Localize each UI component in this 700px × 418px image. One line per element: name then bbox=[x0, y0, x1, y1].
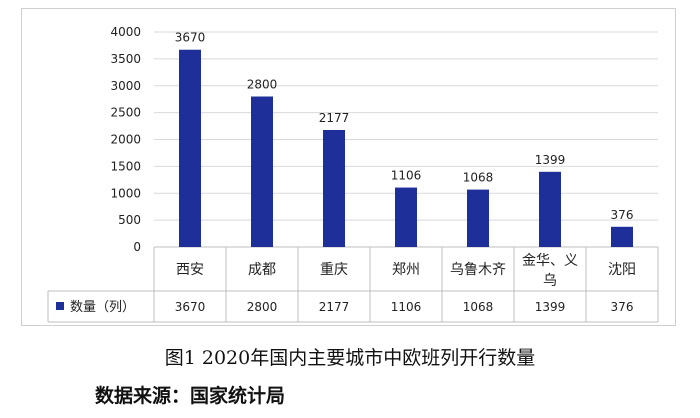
table-value: 376 bbox=[611, 300, 634, 314]
table-value: 2800 bbox=[247, 300, 278, 314]
data-label: 2800 bbox=[247, 78, 278, 92]
y-tick-label: 3500 bbox=[110, 52, 141, 66]
figure-caption: 图1 2020年国内主要城市中欧班列开行数量 bbox=[164, 347, 536, 369]
y-tick-label: 3000 bbox=[110, 79, 141, 93]
y-tick-label: 2500 bbox=[110, 106, 141, 120]
y-tick-label: 500 bbox=[118, 213, 141, 227]
y-tick-label: 4000 bbox=[110, 25, 141, 39]
data-label: 376 bbox=[611, 208, 634, 222]
x-tick-label: 乌 bbox=[543, 273, 557, 289]
bar bbox=[539, 171, 561, 247]
chart-frame bbox=[21, 8, 676, 326]
bar bbox=[395, 187, 417, 247]
bar bbox=[251, 96, 273, 247]
table-value: 1106 bbox=[391, 300, 422, 314]
data-label: 1068 bbox=[463, 171, 494, 185]
table-value: 2177 bbox=[319, 300, 350, 314]
table-value: 1068 bbox=[463, 300, 494, 314]
x-tick-label: 成都 bbox=[248, 262, 276, 278]
data-label: 3670 bbox=[175, 31, 206, 45]
x-tick-label: 郑州 bbox=[392, 262, 420, 278]
bar-chart: 0 500 1000 1500 2000 2500 3000 3500 4000 3670 西安 36… bbox=[47, 25, 659, 323]
x-tick-label: 沈阳 bbox=[608, 262, 636, 278]
legend-swatch bbox=[56, 302, 64, 310]
bar bbox=[467, 189, 489, 247]
bar bbox=[611, 226, 633, 247]
x-tick-label: 乌鲁木齐 bbox=[450, 262, 506, 278]
table-value: 3670 bbox=[175, 300, 206, 314]
x-tick-label: 金华、义 bbox=[522, 253, 578, 269]
data-source: 数据来源：国家统计局 bbox=[95, 385, 286, 407]
bar bbox=[179, 49, 201, 247]
table-value: 1399 bbox=[535, 300, 566, 314]
y-tick-label: 0 bbox=[133, 240, 141, 254]
legend-label: 数量（列） bbox=[70, 300, 135, 315]
x-tick-label: 重庆 bbox=[320, 262, 348, 278]
y-tick-label: 1500 bbox=[110, 159, 141, 173]
data-label: 2177 bbox=[319, 111, 350, 125]
y-tick-label: 2000 bbox=[110, 133, 141, 147]
y-tick-label: 1000 bbox=[110, 186, 141, 200]
x-tick-label: 西安 bbox=[176, 262, 204, 278]
data-label: 1106 bbox=[391, 169, 422, 183]
data-label: 1399 bbox=[535, 153, 566, 167]
bar bbox=[323, 129, 345, 247]
